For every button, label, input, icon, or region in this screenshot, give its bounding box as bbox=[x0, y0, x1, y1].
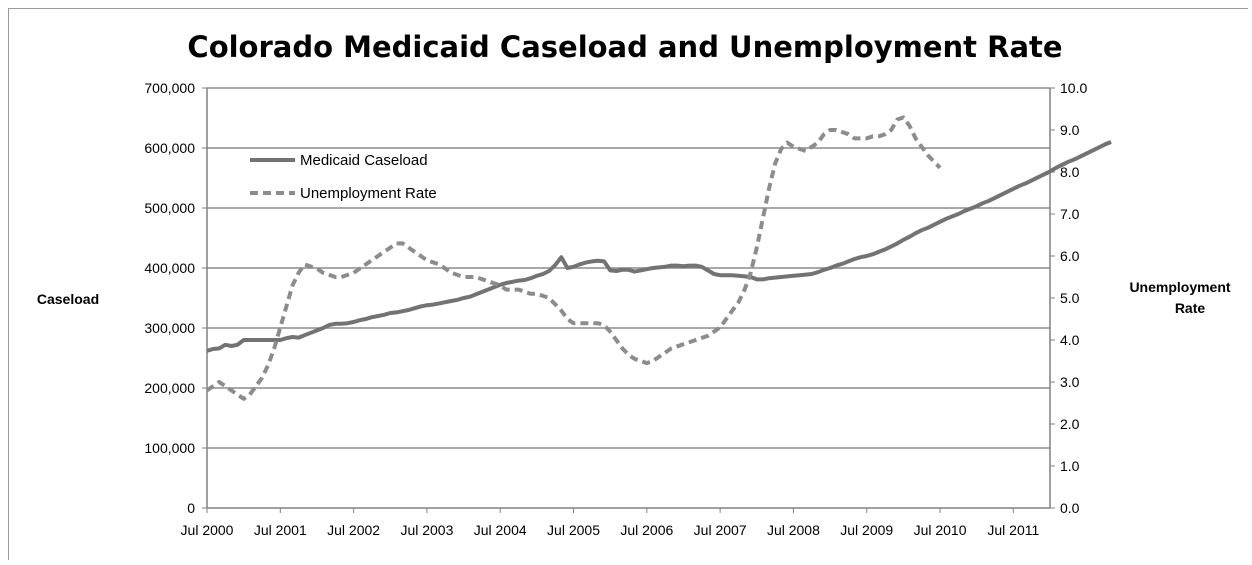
x-tick-label: Jul 2006 bbox=[620, 522, 673, 538]
y2-tick-label: 0.0 bbox=[1060, 500, 1080, 516]
y2-axis-label-line1: Unemployment bbox=[1129, 279, 1230, 295]
x-tick-label: Jul 2002 bbox=[327, 522, 380, 538]
x-tick-label: Jul 2008 bbox=[767, 522, 820, 538]
y2-tick-label: 10.0 bbox=[1060, 80, 1087, 96]
x-tick-label: Jul 2003 bbox=[400, 522, 453, 538]
y2-tick-label: 4.0 bbox=[1060, 332, 1080, 348]
x-tick-label: Jul 2010 bbox=[914, 522, 967, 538]
y2-tick-label: 9.0 bbox=[1060, 122, 1080, 138]
chart-title: Colorado Medicaid Caseload and Unemploym… bbox=[187, 30, 1062, 64]
y-axis-label: Caseload bbox=[37, 291, 99, 307]
y2-tick-label: 5.0 bbox=[1060, 290, 1080, 306]
left-axis-ticks: 0 100,000 200,000 300,000 400,000 500,000 600,… bbox=[144, 80, 207, 516]
y-tick-label: 600,000 bbox=[144, 140, 195, 156]
series-line-medicaid-caseload bbox=[206, 140, 1112, 353]
y-tick-label: 700,000 bbox=[144, 80, 195, 96]
y2-tick-label: 2.0 bbox=[1060, 416, 1080, 432]
chart-frame bbox=[8, 8, 1248, 560]
x-tick-label: Jul 2007 bbox=[694, 522, 747, 538]
x-tick-label: Jul 2004 bbox=[474, 522, 527, 538]
x-tick-label: Jul 2005 bbox=[547, 522, 600, 538]
y2-axis-label-line2: Rate bbox=[1175, 300, 1206, 316]
legend: Medicaid Caseload Unemployment Rate bbox=[250, 152, 437, 202]
y2-tick-label: 8.0 bbox=[1060, 164, 1080, 180]
y-tick-label: 100,000 bbox=[144, 440, 195, 456]
y-tick-label: 300,000 bbox=[144, 320, 195, 336]
series-layer bbox=[205, 115, 1112, 401]
x-tick-label: Jul 2000 bbox=[181, 522, 234, 538]
y2-tick-label: 1.0 bbox=[1060, 458, 1080, 474]
y-tick-label: 500,000 bbox=[144, 200, 195, 216]
x-axis-ticks: Jul 2000 Jul 2001 Jul 2002 Jul 2003 Jul 2004… bbox=[181, 508, 1040, 538]
y2-tick-label: 6.0 bbox=[1060, 248, 1080, 264]
y-tick-label: 400,000 bbox=[144, 260, 195, 276]
series-line-unemployment-rate bbox=[205, 115, 942, 401]
y2-tick-label: 7.0 bbox=[1060, 206, 1080, 222]
x-tick-label: Jul 2009 bbox=[840, 522, 893, 538]
x-tick-label: Jul 2001 bbox=[254, 522, 307, 538]
legend-unemployment-label: Unemployment Rate bbox=[300, 185, 437, 202]
y-tick-label: 200,000 bbox=[144, 380, 195, 396]
y2-tick-label: 3.0 bbox=[1060, 374, 1080, 390]
y-tick-label: 0 bbox=[187, 500, 195, 516]
x-tick-label: Jul 2011 bbox=[987, 522, 1039, 538]
legend-medicaid-label: Medicaid Caseload bbox=[300, 152, 428, 169]
right-axis-ticks: 0.0 1.0 2.0 3.0 4.0 5.0 6.0 7.0 8.0 9.0 10.0 bbox=[1050, 80, 1087, 516]
